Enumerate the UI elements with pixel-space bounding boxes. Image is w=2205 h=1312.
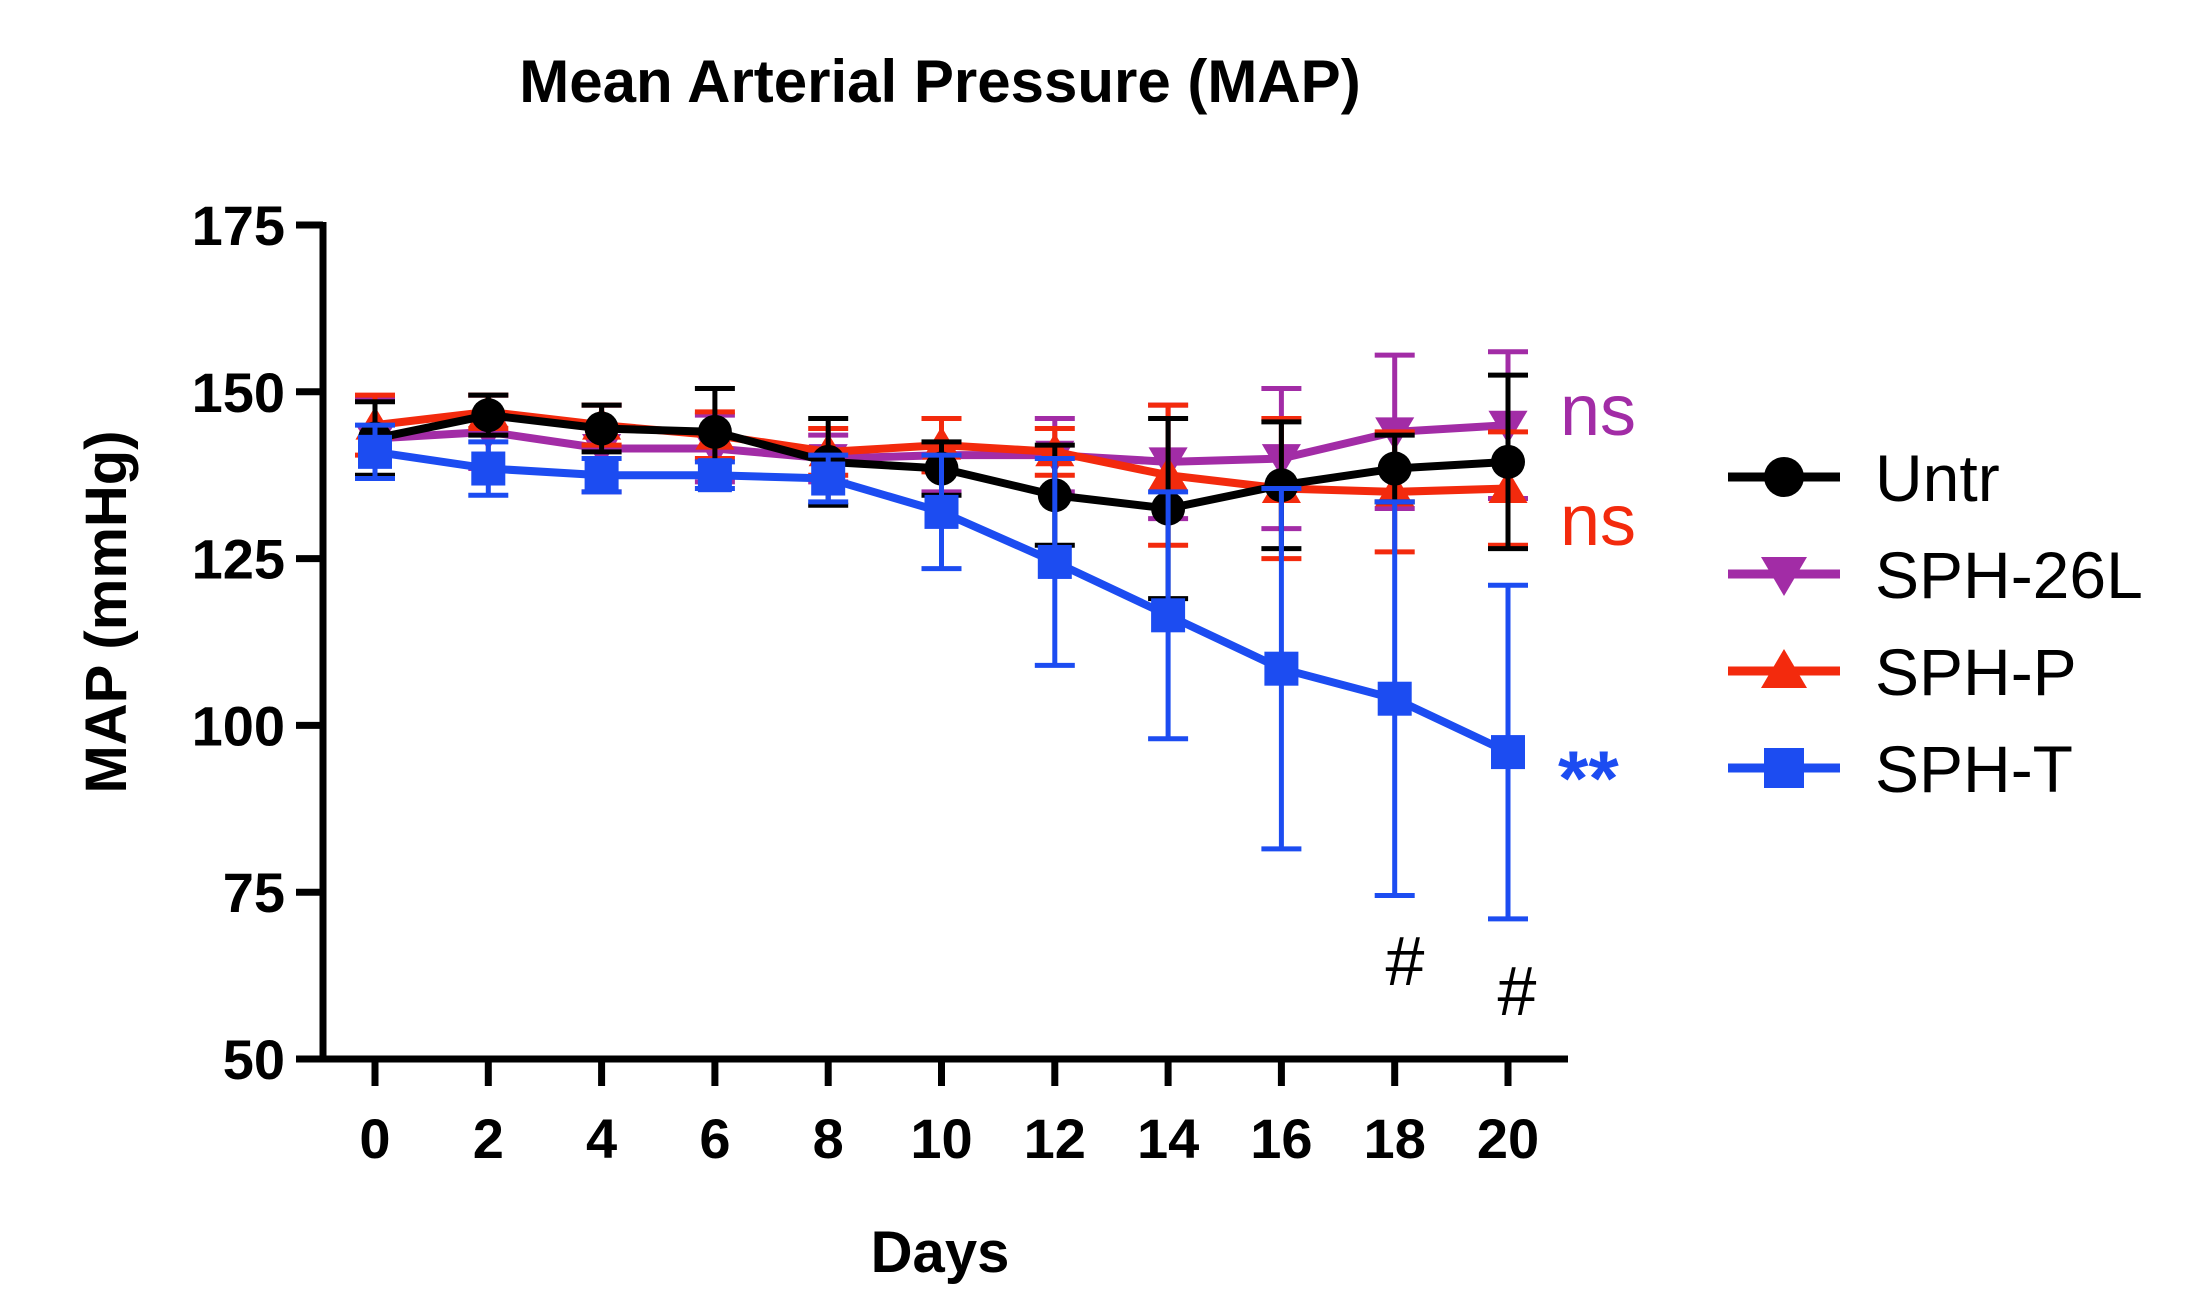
annotation-spht-significance: ** bbox=[1558, 734, 1619, 822]
legend: Untr SPH-26L SPH-P SPH-T bbox=[1728, 441, 2143, 806]
legend-marker-untr bbox=[1764, 457, 1804, 497]
x-tick-label-20: 20 bbox=[1477, 1107, 1539, 1170]
y-tick-label-125: 125 bbox=[192, 528, 285, 591]
chart-title: Mean Arterial Pressure (MAP) bbox=[519, 48, 1360, 115]
y-tick-label-75: 75 bbox=[223, 861, 285, 924]
point-spht-day6 bbox=[697, 458, 732, 493]
legend-item-sphp: SPH-P bbox=[1728, 635, 2077, 709]
point-untr-day6 bbox=[697, 414, 732, 449]
annotation-sphp-ns: ns bbox=[1560, 481, 1636, 561]
point-spht-day10 bbox=[924, 494, 959, 529]
x-tick-label-12: 12 bbox=[1024, 1107, 1086, 1170]
legend-marker-spht bbox=[1764, 748, 1804, 788]
x-tick-label-2: 2 bbox=[473, 1107, 504, 1170]
y-axis-label: MAP (mmHg) bbox=[74, 430, 139, 793]
x-ticks: 0 2 4 6 8 10 12 14 16 18 20 bbox=[359, 1059, 1539, 1170]
y-tick-label-175: 175 bbox=[192, 194, 285, 257]
x-tick-label-6: 6 bbox=[699, 1107, 730, 1170]
legend-label-untr: Untr bbox=[1875, 441, 2000, 515]
point-spht-day12 bbox=[1037, 544, 1072, 579]
legend-item-spht: SPH-T bbox=[1728, 732, 2073, 806]
point-untr-day4 bbox=[584, 411, 619, 446]
point-spht-day4 bbox=[584, 458, 619, 493]
legend-item-untr: Untr bbox=[1728, 441, 2000, 515]
point-spht-day0 bbox=[358, 434, 392, 469]
point-untr-day18 bbox=[1377, 451, 1412, 486]
legend-marker-sph26l bbox=[1761, 557, 1807, 596]
series-group bbox=[355, 349, 1528, 922]
point-untr-day20 bbox=[1491, 444, 1525, 479]
x-tick-label-18: 18 bbox=[1364, 1107, 1426, 1170]
x-tick-label-0: 0 bbox=[359, 1107, 390, 1170]
point-untr-day2 bbox=[471, 398, 506, 433]
y-tick-label-150: 150 bbox=[192, 361, 285, 424]
annotation-sph26l-ns: ns bbox=[1560, 371, 1636, 451]
y-tick-label-100: 100 bbox=[192, 694, 285, 757]
x-axis-label: Days bbox=[871, 1220, 1010, 1285]
series-spht bbox=[355, 422, 1528, 922]
axes bbox=[319, 222, 1568, 1063]
annotation-hash-day18: # bbox=[1386, 922, 1425, 1000]
y-tick-label-50: 50 bbox=[223, 1028, 285, 1091]
legend-marker-sphp bbox=[1761, 649, 1807, 688]
x-tick-label-14: 14 bbox=[1137, 1107, 1199, 1170]
x-tick-label-16: 16 bbox=[1250, 1107, 1312, 1170]
legend-label-spht: SPH-T bbox=[1875, 732, 2073, 806]
point-spht-day16 bbox=[1264, 651, 1299, 686]
legend-label-sphp: SPH-P bbox=[1875, 635, 2077, 709]
point-spht-day8 bbox=[811, 461, 846, 496]
x-tick-label-4: 4 bbox=[586, 1107, 617, 1170]
point-spht-day20 bbox=[1491, 735, 1525, 770]
point-spht-day18 bbox=[1377, 681, 1412, 716]
y-ticks: 50 75 100 125 150 175 bbox=[192, 194, 323, 1091]
legend-label-sph26l: SPH-26L bbox=[1875, 538, 2143, 612]
legend-item-sph26l: SPH-26L bbox=[1728, 538, 2143, 612]
x-tick-label-8: 8 bbox=[813, 1107, 844, 1170]
x-tick-label-10: 10 bbox=[910, 1107, 972, 1170]
point-spht-day14 bbox=[1151, 598, 1186, 633]
point-spht-day2 bbox=[471, 451, 506, 486]
annotation-hash-day20: # bbox=[1498, 952, 1537, 1030]
point-untr-day16 bbox=[1264, 468, 1299, 503]
